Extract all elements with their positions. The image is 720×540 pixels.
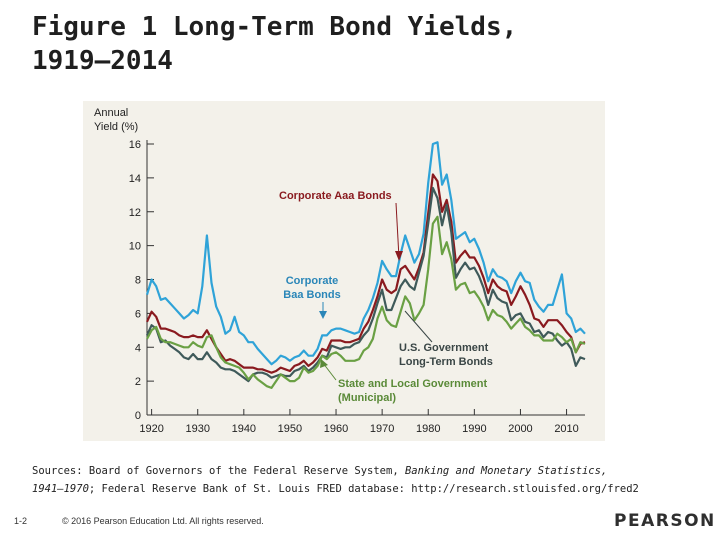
arrow-state-local	[320, 359, 328, 368]
x-tick-label: 2000	[508, 423, 532, 435]
x-tick-label: 1920	[139, 423, 163, 435]
label-us-govt-line-1: U.S. Government	[399, 342, 489, 354]
series-line-baa	[145, 141, 586, 366]
title-line-2: 1919–2014	[32, 46, 173, 76]
x-tick-label: 2010	[554, 423, 578, 435]
sources-title: Banking and Monetary Statistics,	[404, 465, 608, 477]
label-us-govt-line-2: Long-Term Bonds	[399, 356, 493, 368]
y-tick-label: 8	[135, 275, 141, 287]
y-tick-label: 6	[135, 308, 141, 320]
sources-years: 1941–1970	[32, 483, 89, 495]
label-corporate-baa-line-2: Baa Bonds	[283, 289, 340, 301]
x-tick-label: 1930	[185, 423, 209, 435]
bond-yields-chart: 0 2 4 6 8 10 12 14 16 1920 1930 1940 1950 1960 1970 198…	[94, 107, 586, 435]
slide-number: 1-2	[14, 516, 28, 526]
label-state-local-line-2: (Municipal)	[338, 392, 396, 404]
chart-panel: 0 2 4 6 8 10 12 14 16 1920 1930 1940 1950 1960 1970 198…	[83, 101, 605, 441]
label-state-local-line-1: State and Local Government	[338, 378, 487, 390]
y-tick-label: 16	[129, 139, 141, 151]
y-tick-label: 14	[129, 173, 141, 185]
sources-suffix: ; Federal Reserve Bank of St. Louis FRED…	[88, 483, 639, 495]
slide-footer: 1-2 © 2016 Pearson Education Ltd. All ri…	[0, 506, 720, 540]
x-tick-label: 1970	[370, 423, 394, 435]
series-line-muni	[146, 215, 586, 389]
leader-us-govt	[404, 310, 433, 343]
x-tick-label: 1960	[324, 423, 348, 435]
x-tick-label: 1950	[278, 423, 302, 435]
series-line-govt	[145, 186, 586, 383]
x-tick-label: 1980	[416, 423, 440, 435]
x-tick-label: 1990	[462, 423, 486, 435]
y-tick-label: 0	[135, 410, 141, 422]
arrow-corporate-aaa	[395, 251, 403, 261]
arrow-corporate-baa	[319, 311, 327, 319]
y-tick-label: 4	[135, 342, 141, 354]
y-axis-label-line-2: Yield (%)	[94, 121, 138, 133]
pearson-logo: PEARSON	[614, 511, 716, 531]
y-tick-label: 10	[129, 241, 141, 253]
y-tick-label: 2	[135, 376, 141, 388]
x-tick-label: 1940	[232, 423, 256, 435]
copyright-text: © 2016 Pearson Education Ltd. All rights…	[62, 516, 264, 526]
y-tick-label: 12	[129, 207, 141, 219]
label-corporate-baa-line-1: Corporate	[286, 275, 339, 287]
title-line-1: Figure 1 Long-Term Bond Yields,	[32, 12, 518, 42]
y-axis-label-line-1: Annual	[94, 107, 128, 119]
leader-corporate-aaa	[395, 202, 400, 259]
sources-prefix: Sources: Board of Governors of the Feder…	[32, 465, 405, 477]
sources-note: Sources: Board of Governors of the Feder…	[32, 462, 702, 498]
page-title: Figure 1 Long-Term Bond Yields, 1919–201…	[32, 10, 692, 78]
series-line-aaa	[145, 173, 586, 374]
label-corporate-aaa: Corporate Aaa Bonds	[279, 190, 392, 202]
